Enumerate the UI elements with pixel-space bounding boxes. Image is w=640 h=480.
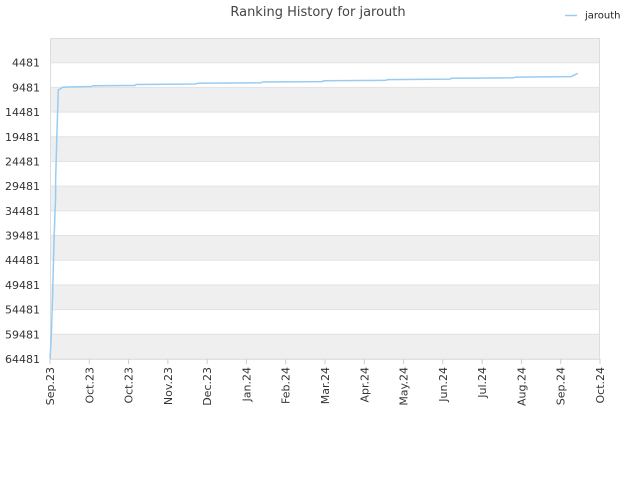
y-tick-label: 9481 (12, 81, 40, 94)
y-axis: 4481 9481 14481 19481 24481 29481 34481 39481 44… (5, 57, 600, 366)
x-tick-label: Sep.24 (555, 367, 568, 405)
x-tick-label: Aug.24 (515, 367, 528, 406)
grid-band (50, 186, 600, 211)
y-tick-label: 4481 (12, 57, 40, 70)
y-tick-label: 49481 (5, 279, 40, 292)
x-tick-label: Feb.24 (280, 367, 293, 404)
y-tick-label: 54481 (5, 304, 40, 317)
grid-bands (50, 38, 600, 359)
series-line-jarouth (49, 72, 579, 360)
x-tick-label: Dec.23 (201, 367, 214, 406)
grid-band (50, 62, 600, 88)
grid-band (50, 309, 600, 335)
y-tick-label: 24481 (5, 155, 40, 168)
x-tick-label: Oct.24 (594, 367, 607, 404)
grid-band (50, 260, 600, 285)
x-tick-label: Jul.24 (476, 367, 489, 399)
grid-band (50, 334, 600, 359)
y-tick-label: 14481 (5, 106, 40, 119)
grid-band (50, 112, 600, 137)
y-tick-label: 19481 (5, 131, 40, 144)
grid-band (50, 136, 600, 162)
legend-label: jarouth (584, 11, 621, 22)
y-tick-label: 34481 (5, 205, 40, 218)
grid-band (50, 87, 600, 113)
x-tick-label: Nov.23 (162, 367, 175, 405)
x-axis: Sep.23 Oct.23 Oct.23 Nov.23 Dec.23 Jan.24 Feb.… (44, 359, 607, 406)
grid-band (50, 161, 600, 187)
chart-title: Ranking History for jarouth (230, 5, 405, 20)
series-layer (49, 72, 579, 360)
legend: jarouth (565, 11, 621, 22)
grid-band (50, 210, 600, 236)
y-tick-label: 64481 (5, 353, 40, 366)
x-tick-label: Oct.23 (123, 367, 136, 404)
y-tick-label: 44481 (5, 254, 40, 267)
grid-band (50, 284, 600, 310)
x-tick-label: Jan.24 (240, 367, 253, 402)
x-tick-label: Apr.24 (358, 367, 371, 403)
x-tick-label: Sep.23 (44, 367, 57, 405)
y-tick-label: 39481 (5, 230, 40, 243)
x-tick-label: Mar.24 (319, 367, 332, 404)
x-tick-label: Oct.23 (83, 367, 96, 404)
y-tick-label: 59481 (5, 328, 40, 341)
y-tick-label: 29481 (5, 180, 40, 193)
x-tick-label: Jun.24 (437, 367, 450, 403)
x-tick-label: May.24 (398, 367, 411, 406)
grid-band (50, 38, 600, 63)
grid-band (50, 235, 600, 261)
